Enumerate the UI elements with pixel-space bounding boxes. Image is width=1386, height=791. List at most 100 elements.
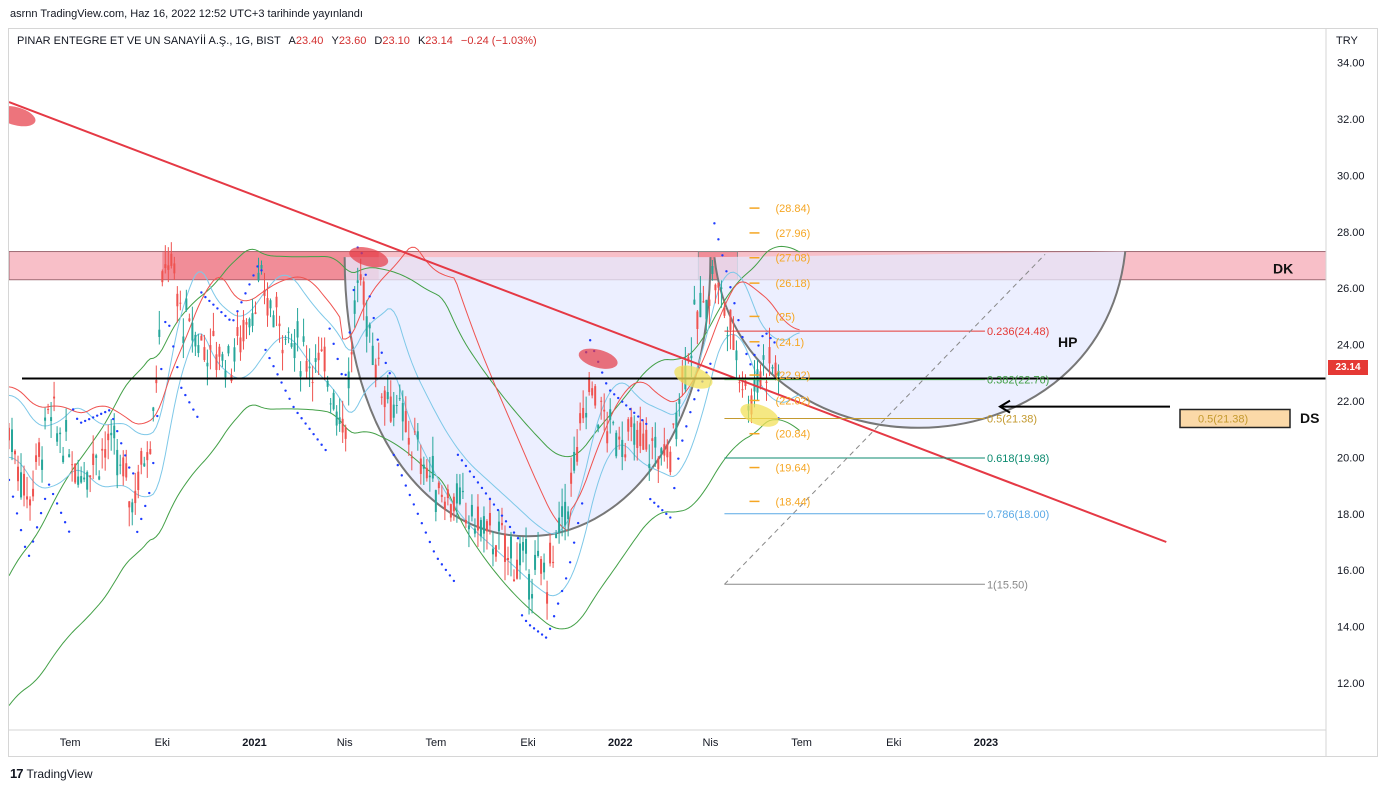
parabolic-sar-dot: [296, 411, 299, 415]
parabolic-sar-dot: [392, 453, 395, 457]
candle-body: [720, 287, 723, 289]
parabolic-sar-dot: [31, 540, 35, 543]
candle-body: [341, 418, 344, 433]
candle-body: [218, 346, 221, 357]
candle-body: [555, 534, 558, 539]
candle-body: [197, 345, 200, 353]
y-tick-label: 18.00: [1337, 509, 1365, 521]
parabolic-sar-dot: [729, 286, 732, 289]
parabolic-sar-dot: [236, 310, 239, 313]
x-tick-label: Tem: [791, 737, 812, 749]
parabolic-sar-dot: [468, 470, 472, 473]
candle-body: [645, 429, 648, 450]
parabolic-sar-dot: [164, 320, 167, 324]
candle-body: [642, 433, 645, 450]
candle-body: [419, 458, 422, 474]
candle-body: [744, 380, 747, 387]
parabolic-sar-dot: [244, 292, 247, 295]
candle-body: [636, 429, 639, 448]
candle-body: [14, 450, 17, 455]
handle-fill: [714, 251, 1126, 428]
parabolic-sar-dot: [761, 334, 764, 338]
parabolic-sar-dot: [588, 339, 592, 342]
brand-footer[interactable]: 17 TradingView: [10, 766, 93, 781]
candle-body: [678, 399, 681, 404]
parabolic-sar-dot: [11, 495, 15, 498]
parabolic-sar-dot: [520, 614, 524, 617]
parabolic-sar-dot: [673, 486, 676, 490]
parabolic-sar-dot: [669, 516, 672, 519]
parabolic-sar-dot: [536, 630, 540, 633]
candle-body: [627, 419, 630, 432]
candle-body: [603, 409, 606, 412]
tradingview-logo-icon: 17: [10, 766, 24, 781]
ds-level-box: [1179, 408, 1291, 429]
y-tick-label: 16.00: [1337, 565, 1365, 577]
candle-body: [488, 512, 491, 526]
target-level-label: (20.84): [775, 429, 810, 441]
candle-body: [717, 282, 720, 288]
chart-frame: [8, 28, 1378, 757]
bollinger-inner-lower: [9, 333, 800, 597]
candle-body: [20, 472, 23, 498]
parabolic-sar-dot: [23, 545, 27, 549]
candle-body: [404, 411, 407, 433]
candle-body: [77, 476, 80, 485]
candle-body: [513, 579, 516, 582]
candle-body: [137, 471, 140, 491]
candle-body: [579, 413, 582, 424]
candle-body: [9, 427, 10, 441]
candle-body: [723, 308, 726, 316]
candle-body: [582, 407, 585, 419]
target-level-label: (22.02): [775, 395, 810, 407]
symbol-legend: PINAR ENTEGRE ET VE UN SANAYİİ A.Ş., 1G,…: [17, 35, 537, 47]
candle-body: [591, 388, 594, 396]
parabolic-sar-dot: [144, 504, 147, 508]
candle-body: [729, 309, 732, 330]
candle-body: [528, 574, 531, 600]
highlight-red-ellipse: [578, 348, 618, 369]
candle-body: [389, 396, 392, 422]
parabolic-sar-dot: [95, 414, 99, 417]
candle-body: [347, 371, 350, 389]
candle-body: [425, 467, 428, 479]
parabolic-sar-dot: [216, 307, 219, 310]
y-tick-label: 32.00: [1337, 114, 1365, 126]
candle-body: [59, 432, 62, 435]
candle-body: [594, 386, 597, 406]
parabolic-sar-dot: [152, 461, 155, 465]
parabolic-sar-dot: [745, 352, 748, 356]
x-tick-label: Nis: [702, 737, 718, 749]
target-level-label: (18.44): [775, 496, 810, 508]
candle-body: [669, 451, 672, 473]
candle-body: [110, 432, 113, 436]
candle-body: [176, 293, 179, 307]
ds-level-box-label: 0.5(21.38): [1198, 413, 1248, 425]
candle-body: [149, 448, 152, 455]
y-tick-label: 20.00: [1337, 452, 1365, 464]
y-tick-label: 24.00: [1337, 340, 1365, 352]
parabolic-sar-dot: [240, 301, 243, 304]
candle-body: [690, 355, 693, 359]
candle-body: [329, 403, 332, 405]
parabolic-sar-dot: [580, 502, 584, 505]
candle-body: [648, 463, 651, 469]
candle-body: [152, 407, 155, 411]
candle-body: [476, 506, 479, 531]
parabolic-sar-dot: [488, 497, 492, 501]
parabolic-sar-dot: [769, 336, 772, 340]
candle-body: [708, 299, 711, 306]
candle-body: [86, 472, 89, 490]
bollinger-lower-green: [9, 404, 800, 706]
parabolic-sar-dot: [452, 579, 456, 583]
candle-body: [131, 502, 134, 513]
candle-body: [497, 521, 500, 532]
candle-body: [95, 455, 98, 458]
parabolic-sar-dot: [112, 417, 115, 421]
candle-body: [609, 409, 612, 420]
candle-body: [50, 417, 53, 422]
candle-body: [416, 431, 419, 440]
parabolic-sar-dot: [148, 491, 151, 495]
candle-body: [491, 548, 494, 555]
